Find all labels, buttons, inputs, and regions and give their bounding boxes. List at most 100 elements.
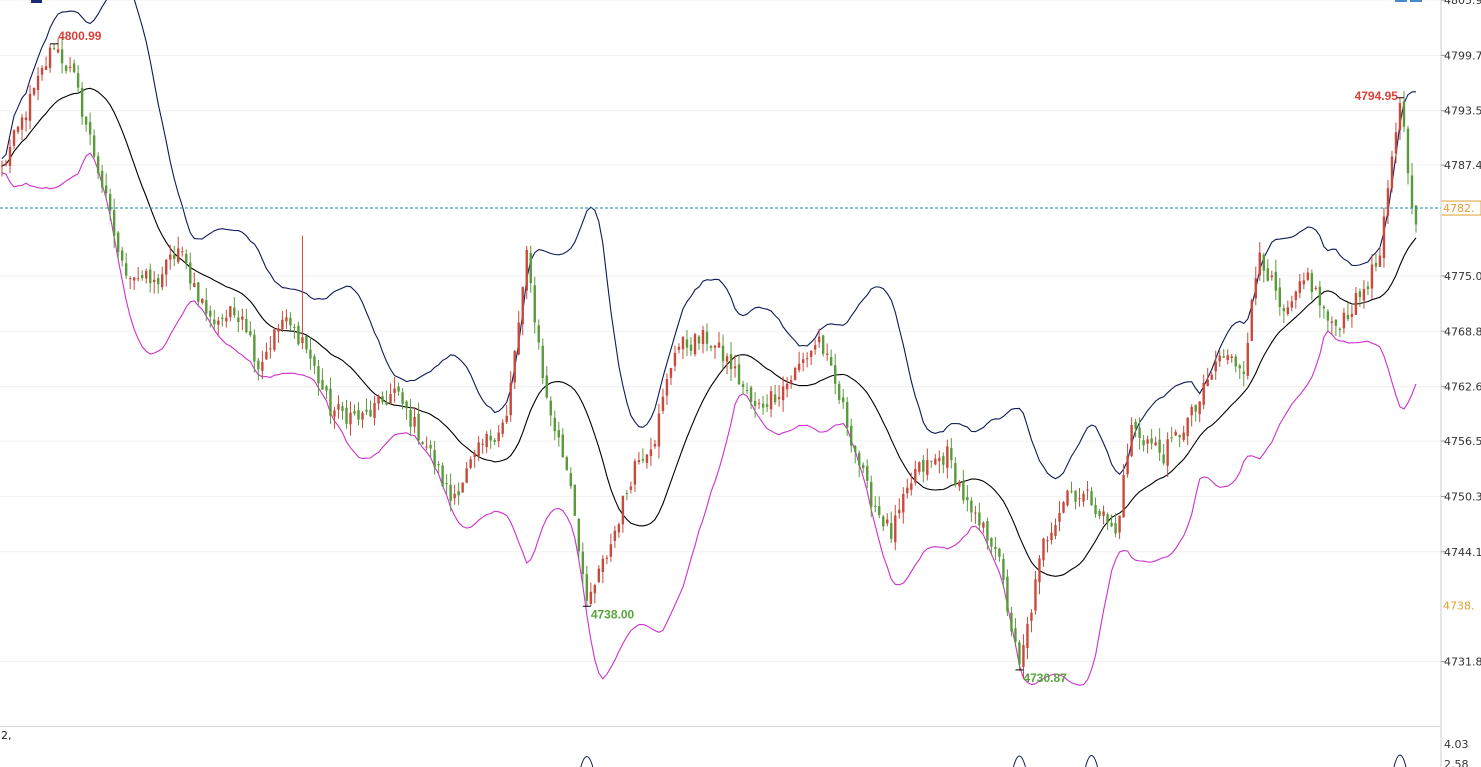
candle [477,435,480,461]
toolbar-icon[interactable] [1395,0,1407,2]
candle [413,407,416,434]
candle [104,173,108,200]
candle [1114,513,1117,538]
candle [345,399,348,429]
candle [1174,429,1177,437]
candle [541,338,544,385]
candle [381,391,384,405]
indicator-panel: 2, 4.03 2.58 [0,726,1469,767]
candle [946,439,949,479]
low-price-annotation: 4730.87 [1023,671,1067,685]
candle [521,286,524,336]
candle [1306,267,1310,282]
candle [225,309,228,328]
candle [1290,295,1294,312]
candle [157,274,160,294]
candle [24,111,28,132]
candle [1378,246,1382,267]
indicator-tick-label: 2.58 [1444,758,1469,767]
candle [581,542,585,585]
candle [289,312,292,331]
candle [1042,537,1045,567]
high-price-annotation: 4794.95 [1355,89,1399,103]
candle [998,547,1001,562]
candle [92,129,96,159]
candle [874,496,877,513]
candle [1406,125,1410,185]
y-tick-label: 4731.8 [1444,656,1481,669]
candle [597,565,601,584]
candle [1354,286,1358,315]
candle [781,376,785,412]
candle [793,366,797,381]
candle [545,366,548,400]
candle [116,230,120,260]
candle [1250,298,1253,342]
candle [501,419,504,438]
candle [68,56,72,73]
candle [886,513,889,527]
candle [553,410,556,441]
candle [1254,266,1257,306]
candle [145,268,148,284]
candle [389,383,392,405]
candle [1130,417,1133,458]
candle [497,425,500,448]
candle [36,67,40,101]
candle [749,385,753,409]
candle [325,384,328,399]
candle [1102,505,1105,525]
candle [128,276,132,290]
candle [1166,432,1169,478]
candle [112,198,116,248]
candle [349,401,352,436]
candle [421,441,424,445]
candle [1034,570,1037,615]
candle [437,461,440,474]
toolbar-icon-2[interactable] [1410,0,1422,2]
candle [1230,353,1233,363]
candle [613,525,617,548]
candle [333,406,336,429]
candle [201,298,204,305]
candle [489,429,492,449]
candlestick-series [0,37,1418,679]
candle [433,440,436,475]
y-tick-label: 4762.6 [1444,381,1481,394]
candle [185,249,188,269]
candle [605,555,609,565]
candle [1010,606,1013,637]
candle [337,395,340,419]
candle [293,323,296,340]
candle [124,252,128,280]
candle [617,522,621,538]
candle [821,334,825,357]
candle [1190,404,1193,427]
candle [76,65,80,94]
candle [845,397,849,436]
candle [689,336,693,356]
candle [641,448,645,464]
candle [1370,254,1374,300]
candle [1330,316,1334,335]
candle [709,345,713,352]
candle [858,450,861,478]
candle [245,308,248,334]
candle [841,388,845,409]
candle [197,282,200,307]
candle [44,56,48,71]
candle [469,456,472,470]
candle [721,334,725,370]
candle [385,390,388,406]
candle [1210,372,1213,381]
candle [445,474,448,495]
candle [513,349,516,390]
candle [922,455,925,483]
candle [637,452,641,465]
candle [1238,363,1241,380]
candle [1206,367,1209,387]
candle [1262,252,1265,283]
candle [1322,305,1326,319]
candle [1118,515,1121,539]
